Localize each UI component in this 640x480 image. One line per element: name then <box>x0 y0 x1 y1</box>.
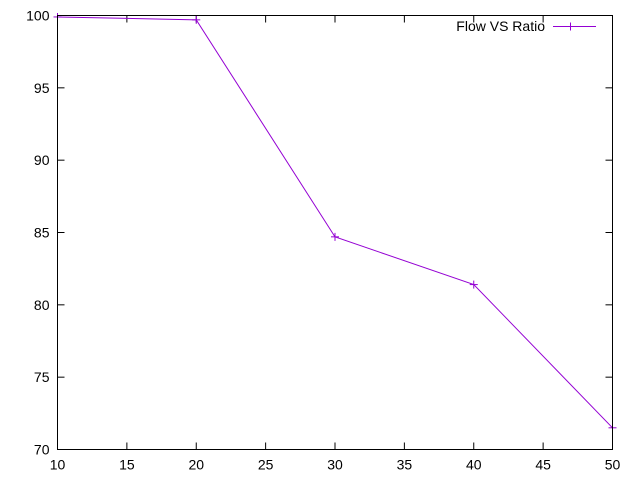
y-tick-label-90: 90 <box>34 152 50 168</box>
y-axis-ticks: 70 75 80 85 90 95 100 <box>26 8 613 458</box>
y-tick-label-75: 75 <box>34 369 50 385</box>
y-tick-label-95: 95 <box>34 80 50 96</box>
x-tick-label-50: 50 <box>605 457 621 473</box>
x-tick-label-35: 35 <box>397 457 413 473</box>
legend-label-flow-vs-ratio: Flow VS Ratio <box>456 18 545 34</box>
x-tick-label-10: 10 <box>50 457 66 473</box>
x-tick-label-45: 45 <box>535 457 551 473</box>
y-tick-label-100: 100 <box>26 8 50 24</box>
y-tick-label-80: 80 <box>34 297 50 313</box>
x-tick-label-30: 30 <box>327 457 343 473</box>
data-point-0-1 <box>192 15 201 24</box>
x-axis-ticks: 10 15 20 25 30 35 40 45 50 <box>50 15 621 473</box>
x-tick-label-20: 20 <box>188 457 204 473</box>
data-point-0-2 <box>331 232 339 241</box>
series-line-0 <box>57 16 613 429</box>
x-tick-label-15: 15 <box>119 457 135 473</box>
legend: Flow VS Ratio <box>456 18 596 34</box>
plot-area-border <box>57 15 613 450</box>
series-layer <box>53 12 617 432</box>
legend-marker-plus <box>566 22 575 31</box>
y-tick-label-70: 70 <box>34 442 50 458</box>
x-tick-label-40: 40 <box>466 457 482 473</box>
x-tick-label-25: 25 <box>258 457 274 473</box>
y-tick-label-85: 85 <box>34 225 50 241</box>
data-point-0-3 <box>469 280 478 289</box>
